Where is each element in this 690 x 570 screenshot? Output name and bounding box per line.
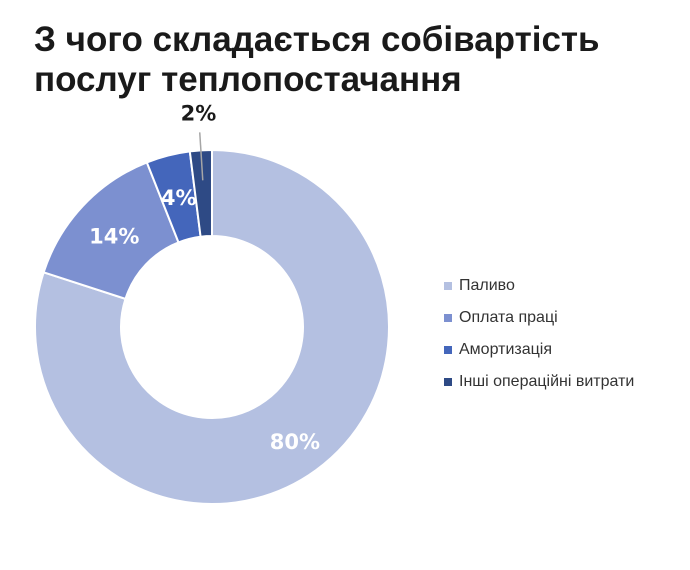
leader-line — [199, 132, 204, 181]
data-label: 14% — [89, 224, 139, 248]
legend-swatch — [444, 314, 452, 322]
legend-item-labor: Оплата праці — [444, 302, 634, 334]
slice-fuel — [34, 148, 390, 505]
legend-item-depreciation: Амортизація — [444, 334, 634, 366]
legend-swatch — [444, 346, 452, 354]
data-label: 80% — [270, 430, 320, 454]
chart-legend: Паливо Оплата праці Амортизація Інші опе… — [444, 270, 634, 398]
legend-item-other: Інші операційні витрати — [444, 366, 634, 398]
legend-label: Оплата праці — [459, 309, 558, 326]
slice-other — [188, 148, 213, 238]
chart-title: З чого складається собівартість послуг т… — [34, 20, 600, 100]
chart-title-line-1: З чого складається собівартість — [34, 20, 600, 59]
legend-label: Амортизація — [459, 341, 552, 358]
legend-label: Паливо — [459, 277, 515, 294]
legend-swatch — [444, 378, 452, 386]
legend-label: Інші операційні витрати — [459, 373, 635, 390]
chart-title-line-2: послуг теплопостачання — [34, 60, 462, 99]
data-label: 4% — [161, 186, 197, 210]
data-label: 2% — [181, 101, 217, 125]
legend-item-fuel: Паливо — [444, 270, 634, 302]
legend-swatch — [444, 282, 452, 290]
